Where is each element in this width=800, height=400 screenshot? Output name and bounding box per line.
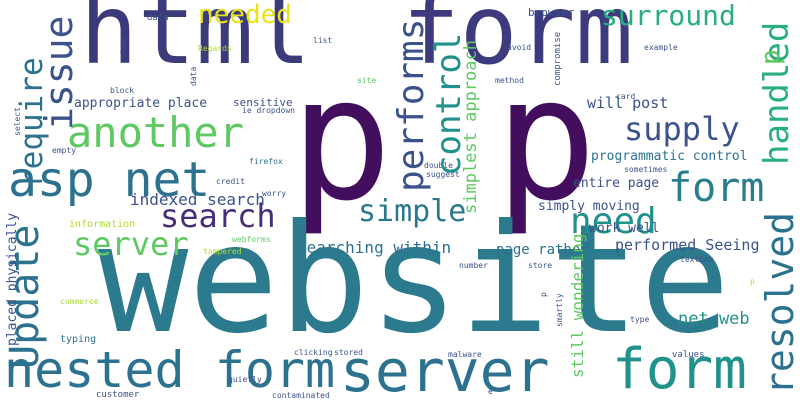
- word: form: [668, 165, 765, 211]
- word: webforms: [232, 235, 271, 244]
- word: form: [612, 337, 747, 400]
- word: clicking: [294, 348, 333, 357]
- word: asp net: [8, 152, 211, 208]
- word-vertical: issue: [37, 15, 81, 130]
- word: avoid: [507, 43, 532, 52]
- word: data: [147, 13, 169, 23]
- word: searching within: [297, 238, 452, 257]
- word: information: [69, 219, 136, 230]
- word: customer: [96, 390, 140, 400]
- word: textbox: [680, 255, 714, 264]
- word: number: [459, 261, 488, 270]
- word-vertical: compromise: [553, 31, 563, 86]
- word: another: [67, 108, 245, 157]
- word: e: [488, 387, 493, 396]
- word: commerce: [60, 297, 99, 306]
- word: worry: [262, 189, 287, 198]
- word-vertical: still wondering: [568, 233, 587, 379]
- word: quietly: [228, 375, 262, 384]
- word: server: [340, 337, 550, 400]
- word: list: [313, 36, 333, 45]
- word: firefox: [249, 157, 283, 166]
- word-vertical: simplest approach: [461, 40, 481, 214]
- word: will post: [587, 94, 669, 112]
- word: type: [630, 315, 650, 324]
- word: surround: [601, 0, 736, 32]
- word: needed: [198, 0, 292, 30]
- word-vertical: p: [756, 49, 786, 65]
- word: html: [80, 0, 312, 86]
- word-vertical: p: [539, 292, 548, 297]
- word: nested form: [4, 341, 336, 399]
- word-vertical: placed physically: [5, 212, 20, 346]
- word: malware: [448, 350, 482, 359]
- word: ie dropdown: [242, 106, 295, 115]
- word: contaminated: [272, 391, 330, 400]
- word: page rather: [496, 242, 589, 258]
- word: block: [110, 86, 135, 95]
- word: form: [402, 0, 634, 86]
- word: suggest: [426, 170, 460, 179]
- word-vertical: show: [119, 38, 128, 58]
- word: values: [672, 350, 705, 360]
- word: need: [570, 201, 657, 242]
- word: stored: [334, 348, 363, 357]
- word: performed Seeing: [615, 236, 760, 254]
- word: search: [160, 197, 276, 235]
- word-vertical: smartly: [555, 293, 564, 327]
- word: example: [644, 43, 678, 52]
- word: work well: [589, 221, 660, 236]
- word: appropriate place: [74, 96, 208, 111]
- word: Regards: [198, 44, 232, 53]
- word-vertical: data: [189, 66, 198, 86]
- word: credit: [216, 177, 245, 186]
- word: supply: [624, 110, 740, 148]
- word: simple: [358, 194, 467, 229]
- word: entire page: [573, 176, 660, 191]
- word: browser: [528, 6, 575, 19]
- word: card: [616, 92, 636, 101]
- word: website: [98, 193, 731, 367]
- word: sensitive: [233, 96, 293, 109]
- word: empty: [52, 146, 77, 155]
- word: indexed search: [130, 190, 265, 209]
- word: server: [73, 225, 189, 263]
- word: sometimes: [624, 165, 668, 174]
- word: p: [750, 277, 755, 286]
- word-vertical: handled: [757, 21, 797, 165]
- word: store: [528, 261, 553, 270]
- word: tampered: [203, 247, 242, 256]
- word: method: [495, 76, 524, 85]
- word: p p: [290, 41, 598, 239]
- word: typing: [60, 334, 97, 345]
- word-vertical: resolved: [758, 211, 800, 395]
- word-vertical: performs: [391, 18, 432, 192]
- word-vertical: select: [13, 107, 22, 136]
- word: double: [424, 161, 453, 170]
- word: net web: [678, 309, 750, 329]
- word: simply moving: [538, 199, 640, 214]
- word: programmatic control: [591, 149, 748, 164]
- word: site: [357, 76, 377, 85]
